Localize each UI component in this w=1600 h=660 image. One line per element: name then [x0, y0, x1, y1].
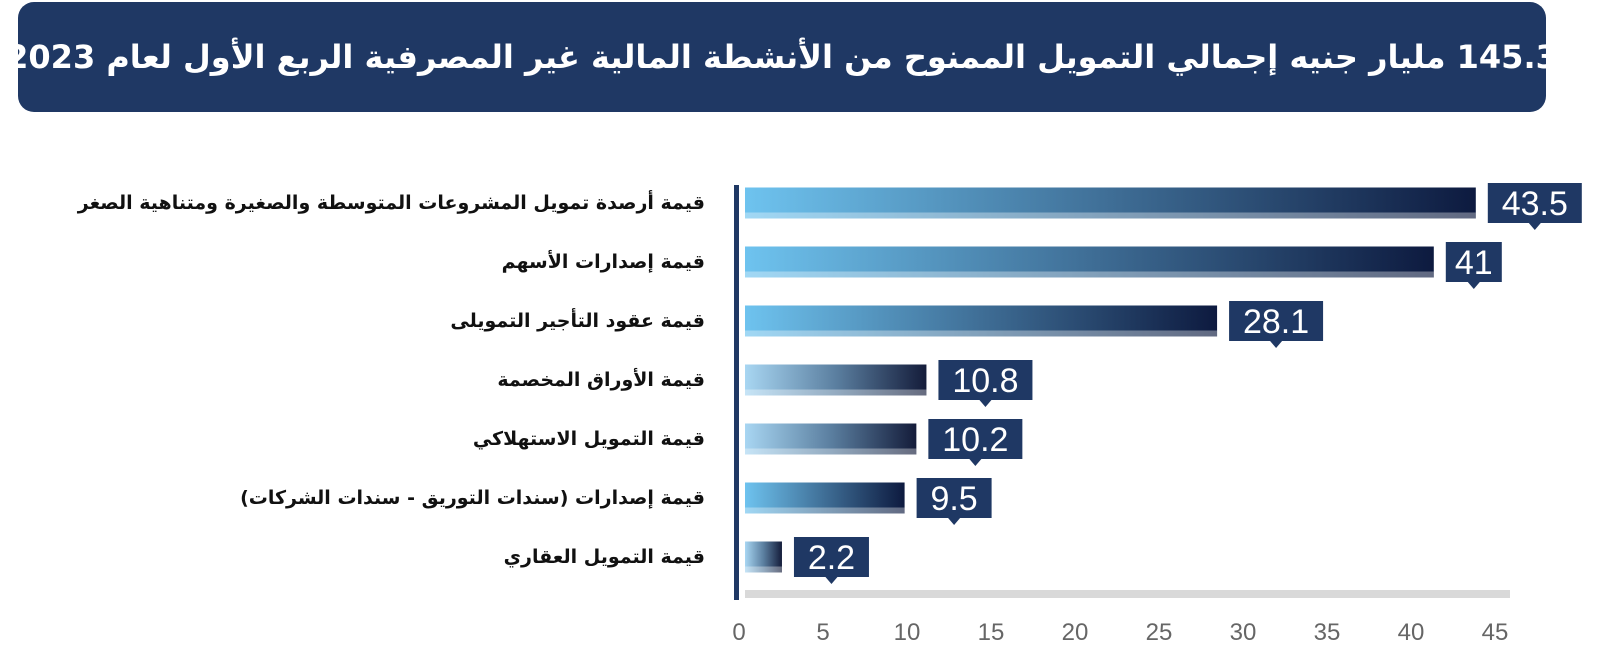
data-label-pointer: [969, 459, 982, 466]
data-label-pointer: [1528, 223, 1541, 230]
bar: [745, 364, 927, 396]
bar: [745, 541, 782, 573]
bar: [745, 246, 1434, 278]
data-label-pointer: [1270, 341, 1283, 348]
data-label: 28.1: [1243, 303, 1309, 341]
data-label: 9.5: [930, 480, 977, 518]
bar-highlight: [745, 271, 1434, 278]
data-label-box: [1487, 183, 1582, 223]
bar: [745, 187, 1476, 219]
data-label: 10.2: [942, 421, 1008, 459]
x-tick-label: 45: [1482, 619, 1509, 646]
category-label: قيمة الأوراق المخصمة: [497, 369, 705, 391]
bar-highlight: [745, 448, 917, 455]
bar: [745, 423, 917, 455]
data-label-box: [1445, 242, 1502, 282]
data-label: 10.8: [952, 362, 1018, 400]
category-label: قيمة إصدارات الأسهم: [501, 251, 705, 273]
data-label-pointer: [979, 400, 992, 407]
x-tick-label: 20: [1062, 619, 1089, 646]
x-tick-label: 5: [816, 619, 829, 646]
x-axis-baseline: [745, 590, 1510, 598]
data-label-box: [793, 537, 869, 577]
x-tick-label: 0: [732, 619, 745, 646]
category-label: قيمة التمويل العقاري: [503, 546, 705, 568]
data-label: 43.5: [1502, 185, 1568, 223]
x-tick-label: 10: [894, 619, 921, 646]
x-tick-label: 25: [1146, 619, 1173, 646]
bar: [745, 482, 905, 514]
x-tick-label: 30: [1230, 619, 1257, 646]
data-label-pointer: [1467, 282, 1480, 289]
bar-highlight: [745, 212, 1476, 219]
data-label-box: [938, 360, 1033, 400]
data-label-box: [928, 419, 1023, 459]
chart-title: 145.3 مليار جنيه إجمالي التمويل الممنوح …: [6, 38, 1558, 76]
bar-highlight: [745, 507, 905, 514]
category-label: قيمة عقود التأجير التمويلى: [450, 310, 705, 332]
category-label: قيمة أرصدة تمويل المشروعات المتوسطة والص…: [77, 192, 705, 214]
title-banner: 145.3 مليار جنيه إجمالي التمويل الممنوح …: [6, 2, 1558, 112]
x-tick-label: 40: [1398, 619, 1425, 646]
bar-highlight: [745, 330, 1218, 337]
data-label-box: [916, 478, 992, 518]
bar-highlight: [745, 566, 782, 573]
y-axis-line: [734, 185, 739, 600]
category-label: قيمة إصدارات (سندات التوريق - سندات الشر…: [240, 487, 705, 509]
category-label: قيمة التمويل الاستهلاكي: [472, 428, 705, 450]
data-label: 41: [1455, 244, 1493, 282]
x-tick-label: 35: [1314, 619, 1341, 646]
data-label-pointer: [825, 577, 838, 584]
data-label: 2.2: [808, 539, 855, 577]
bar: [745, 305, 1218, 337]
bar-highlight: [745, 389, 927, 396]
data-label-pointer: [948, 518, 961, 525]
x-tick-label: 15: [978, 619, 1005, 646]
data-label-box: [1229, 301, 1324, 341]
